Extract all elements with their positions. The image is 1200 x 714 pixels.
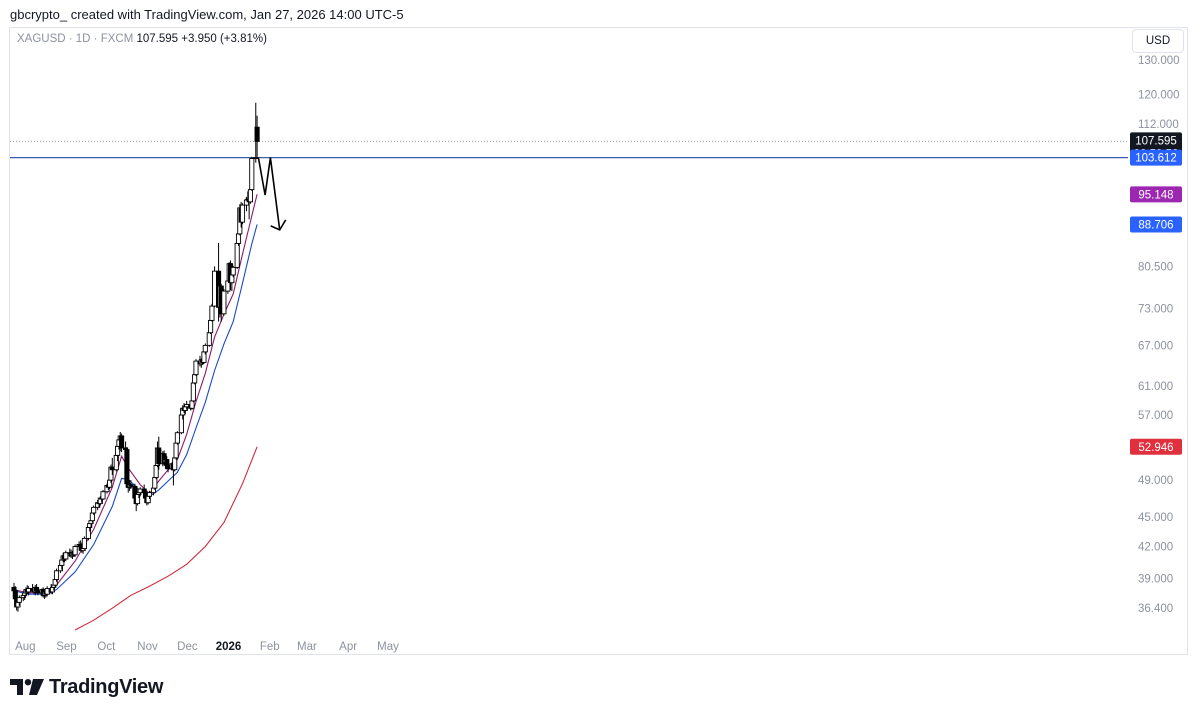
price-label: 52.946 bbox=[1138, 442, 1173, 454]
price-label-bg bbox=[1130, 149, 1182, 166]
symbol-legend: XAGUSD · 1D · FXCM 107.595 +3.950 (+3.81… bbox=[17, 33, 267, 45]
y-tick-label: 112.000 bbox=[1138, 119, 1179, 131]
price-label-bg bbox=[1130, 438, 1182, 455]
projection-arrow bbox=[257, 157, 281, 231]
chart-frame bbox=[9, 27, 1188, 655]
y-tick-label: 36.400 bbox=[1138, 603, 1173, 615]
projection-arrowhead bbox=[270, 219, 287, 231]
candle-body bbox=[239, 204, 246, 223]
y-tick-label: 80.500 bbox=[1138, 261, 1173, 273]
candle-body bbox=[230, 266, 236, 276]
candle-body bbox=[81, 537, 87, 550]
candle-body bbox=[128, 484, 134, 487]
x-tick-label: Oct bbox=[97, 641, 116, 653]
price-label-bg bbox=[1130, 186, 1182, 203]
x-tick-label: Sep bbox=[56, 641, 76, 653]
y-tick-label: 45.000 bbox=[1138, 512, 1173, 524]
last-price-label: 107.595 bbox=[1135, 135, 1177, 147]
candle-body bbox=[221, 290, 227, 315]
candle-body bbox=[100, 491, 106, 500]
candle-body bbox=[63, 552, 69, 560]
price-label: 103.612 bbox=[1135, 153, 1177, 165]
x-tick-label: Feb bbox=[260, 641, 280, 653]
y-tick-label: 61.000 bbox=[1138, 381, 1173, 393]
y-tick-label: 73.000 bbox=[1138, 303, 1173, 315]
y-tick-label: 42.000 bbox=[1138, 542, 1173, 554]
candle-body bbox=[202, 344, 208, 353]
y-tick-label: 67.000 bbox=[1138, 340, 1173, 352]
candle-body bbox=[174, 432, 180, 444]
candle-body bbox=[254, 126, 260, 142]
candle-body bbox=[119, 435, 125, 449]
candle-body bbox=[193, 360, 199, 376]
x-tick-label: Aug bbox=[15, 641, 35, 653]
tradingview-logo-icon bbox=[10, 679, 44, 695]
tradingview-wordmark: TradingView bbox=[49, 675, 164, 698]
y-tick-label: 39.000 bbox=[1138, 573, 1173, 585]
symbol-info: XAGUSD · 1D · FXCM bbox=[17, 33, 134, 45]
x-tick-label: Nov bbox=[137, 641, 158, 653]
tradingview-logo[interactable]: TradingView bbox=[10, 674, 163, 700]
candle-body bbox=[209, 305, 215, 321]
y-tick-label: 120.000 bbox=[1138, 89, 1180, 101]
price-label: 95.148 bbox=[1138, 189, 1173, 201]
candle-body bbox=[208, 319, 214, 334]
candle-body bbox=[190, 382, 196, 402]
candle-body bbox=[247, 189, 254, 203]
currency-button[interactable]: USD bbox=[1132, 29, 1184, 53]
candle-body bbox=[249, 158, 255, 191]
y-tick-label: 130.000 bbox=[1138, 55, 1180, 67]
candle-body bbox=[146, 492, 153, 497]
chart-caption: gbcrypto_ created with TradingView.com, … bbox=[10, 7, 404, 22]
candle-body bbox=[234, 242, 240, 268]
x-tick-label: May bbox=[377, 641, 399, 653]
y-tick-label: 49.000 bbox=[1138, 475, 1173, 487]
x-tick-label: Apr bbox=[339, 641, 357, 653]
ema-fast-line bbox=[13, 194, 258, 594]
price-change: +3.950 (+3.81%) bbox=[181, 33, 267, 45]
candle-body bbox=[91, 506, 97, 514]
ema-slow-line bbox=[13, 224, 258, 595]
x-tick-label: Dec bbox=[177, 641, 198, 653]
last-price-legend: 107.595 bbox=[136, 33, 179, 45]
price-label: 88.706 bbox=[1138, 220, 1173, 232]
candle-body bbox=[53, 570, 60, 580]
candle-body bbox=[72, 546, 78, 556]
candle-body bbox=[172, 457, 178, 471]
price-label-bg bbox=[1130, 216, 1182, 233]
candle-body bbox=[153, 464, 159, 478]
y-tick-label: 57.000 bbox=[1138, 410, 1173, 422]
x-tick-label: 2026 bbox=[216, 641, 242, 653]
x-tick-label: Mar bbox=[297, 641, 317, 653]
candle-body bbox=[16, 597, 22, 603]
candle-body bbox=[206, 332, 212, 346]
candle-body bbox=[173, 442, 179, 459]
sma-long-line bbox=[74, 446, 258, 631]
